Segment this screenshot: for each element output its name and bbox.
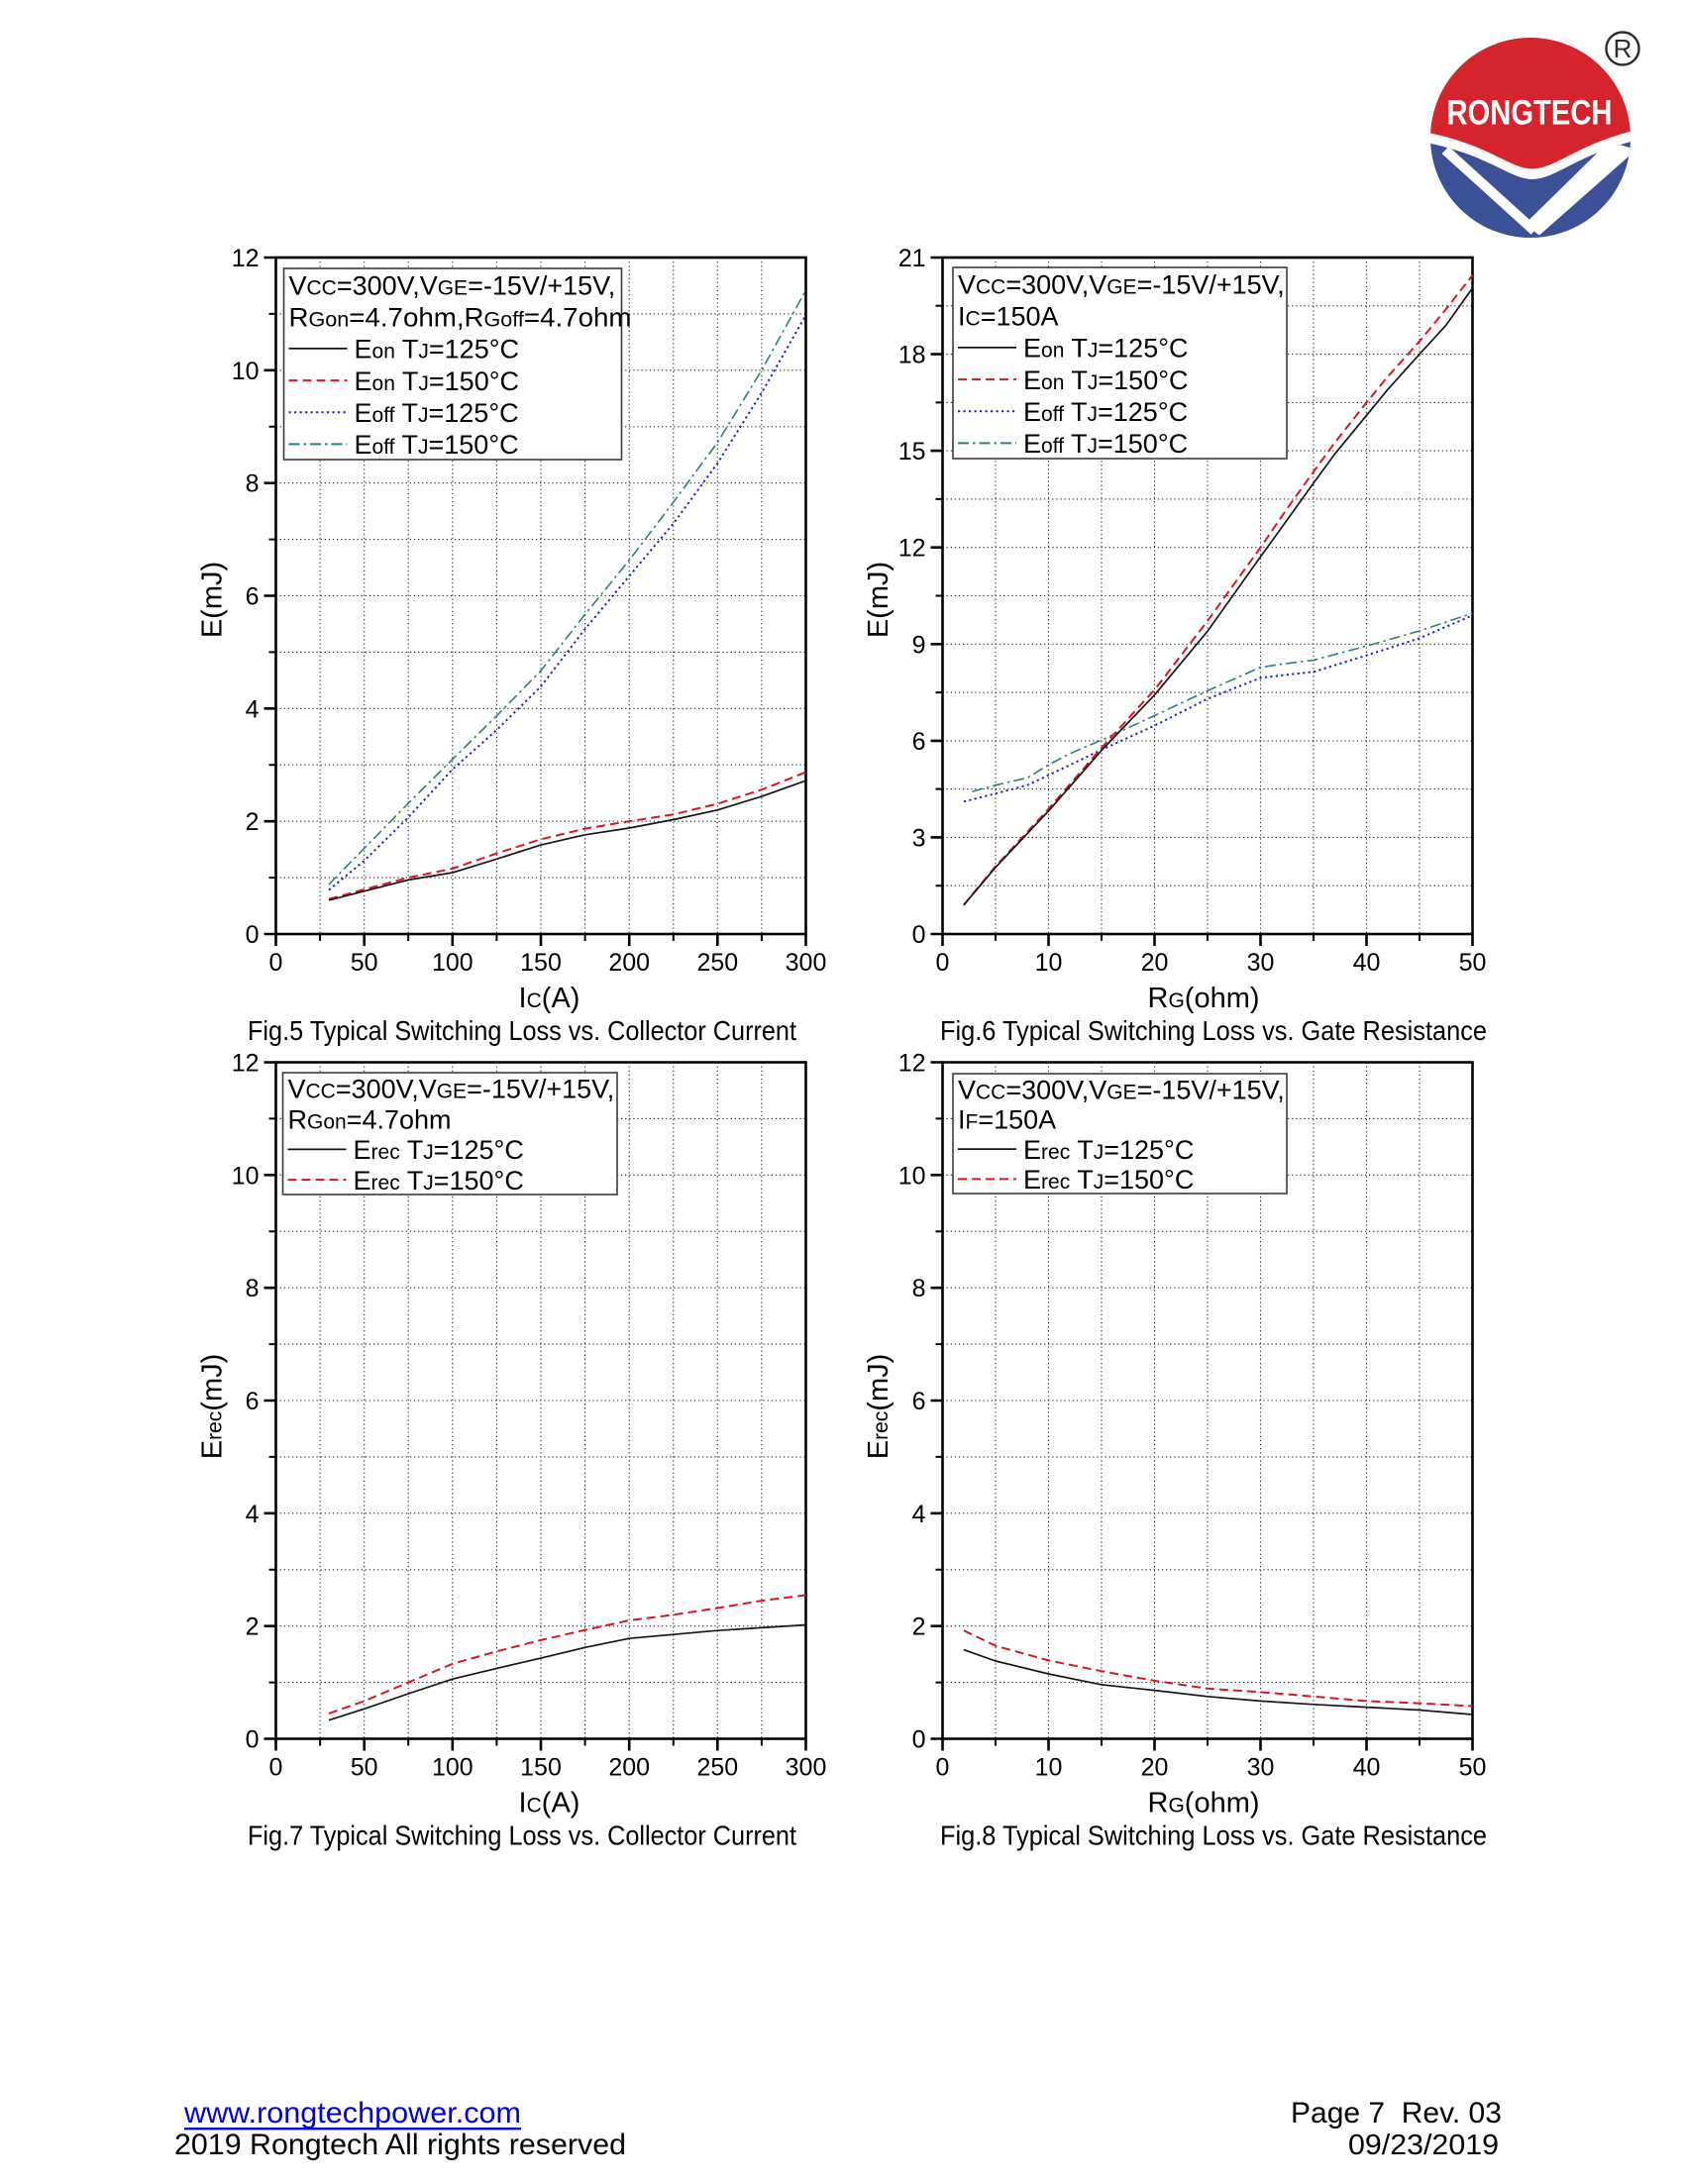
- svg-text:8: 8: [246, 1275, 260, 1302]
- svg-text:10: 10: [232, 358, 260, 385]
- svg-text:Page 7 Rev. 03: Page 7 Rev. 03: [1291, 2097, 1502, 2130]
- svg-text:Eon TJ=125°C: Eon TJ=125°C: [355, 335, 520, 364]
- svg-text:4: 4: [246, 695, 260, 723]
- svg-text:12: 12: [898, 535, 926, 563]
- svg-text:8: 8: [912, 1275, 926, 1302]
- svg-text:6: 6: [246, 583, 260, 611]
- svg-text:Fig.6 Typical Switching Loss v: Fig.6 Typical Switching Loss vs. Gate Re…: [940, 1015, 1487, 1046]
- svg-text:100: 100: [432, 949, 474, 977]
- svg-text:20: 20: [1141, 949, 1169, 977]
- svg-text:50: 50: [1459, 949, 1487, 977]
- svg-text:0: 0: [246, 1726, 260, 1754]
- svg-text:9: 9: [912, 631, 926, 659]
- svg-text:R: R: [1614, 34, 1632, 63]
- svg-text:2: 2: [246, 808, 260, 836]
- svg-text:0: 0: [936, 1754, 950, 1782]
- svg-text:10: 10: [1035, 1754, 1063, 1782]
- svg-text:2: 2: [912, 1613, 926, 1641]
- svg-text:12: 12: [898, 1050, 926, 1078]
- svg-text:250: 250: [696, 1754, 738, 1782]
- svg-text:0: 0: [246, 921, 260, 949]
- svg-text:Erec(mJ): Erec(mJ): [197, 1354, 229, 1460]
- svg-text:IC=150A: IC=150A: [958, 301, 1059, 331]
- svg-text:10: 10: [232, 1162, 260, 1190]
- svg-text:Erec(mJ): Erec(mJ): [863, 1354, 895, 1460]
- svg-text:0: 0: [269, 949, 283, 977]
- svg-text:150: 150: [520, 949, 562, 977]
- svg-text:300: 300: [786, 949, 827, 977]
- svg-text:Eoff TJ=125°C: Eoff TJ=125°C: [1023, 397, 1188, 427]
- svg-text:10: 10: [898, 1162, 926, 1190]
- svg-text:RGon=4.7ohm: RGon=4.7ohm: [288, 1104, 452, 1134]
- svg-text:E(mJ): E(mJ): [197, 562, 229, 638]
- svg-text:12: 12: [232, 245, 260, 272]
- svg-text:RG(ohm): RG(ohm): [1147, 983, 1259, 1014]
- svg-text:3: 3: [912, 824, 926, 852]
- svg-text:40: 40: [1353, 949, 1381, 977]
- svg-text:50: 50: [1459, 1754, 1487, 1782]
- svg-text:Eon TJ=125°C: Eon TJ=125°C: [1023, 334, 1189, 364]
- svg-text:21: 21: [898, 245, 926, 272]
- svg-text:0: 0: [936, 949, 950, 977]
- svg-text:100: 100: [432, 1754, 474, 1782]
- svg-text:20: 20: [1141, 1754, 1169, 1782]
- svg-text:RONGTECH: RONGTECH: [1447, 94, 1613, 133]
- svg-text:0: 0: [912, 921, 926, 949]
- svg-text:Fig.5 Typical Switching Loss v: Fig.5 Typical Switching Loss vs. Collect…: [248, 1015, 796, 1046]
- svg-text:250: 250: [696, 949, 738, 977]
- svg-text:Fig.7 Typical Switching Loss v: Fig.7 Typical Switching Loss vs. Collect…: [248, 1820, 796, 1851]
- svg-text:10: 10: [1035, 949, 1063, 977]
- svg-text:Fig.8 Typical Switching Loss v: Fig.8 Typical Switching Loss vs. Gate Re…: [940, 1820, 1487, 1851]
- svg-text:150: 150: [520, 1754, 562, 1782]
- svg-text:18: 18: [898, 342, 926, 369]
- svg-text:6: 6: [912, 728, 926, 756]
- svg-text:30: 30: [1247, 1754, 1275, 1782]
- svg-text:2019 Rongtech All rights reser: 2019 Rongtech All rights reserved: [174, 2129, 626, 2161]
- svg-text:200: 200: [608, 1754, 650, 1782]
- svg-text:300: 300: [786, 1754, 827, 1782]
- svg-text:8: 8: [246, 470, 260, 498]
- svg-text:6: 6: [912, 1388, 926, 1415]
- svg-text:4: 4: [246, 1501, 260, 1528]
- svg-text:0: 0: [269, 1754, 283, 1782]
- svg-text:6: 6: [246, 1388, 260, 1415]
- svg-text:0: 0: [912, 1726, 926, 1754]
- svg-text:2: 2: [246, 1613, 260, 1641]
- svg-text:RG(ohm): RG(ohm): [1147, 1788, 1259, 1820]
- svg-text:09/23/2019: 09/23/2019: [1348, 2130, 1499, 2161]
- svg-text:200: 200: [608, 949, 650, 977]
- svg-text:50: 50: [351, 949, 378, 977]
- svg-text:40: 40: [1353, 1754, 1381, 1782]
- svg-text:15: 15: [898, 438, 926, 466]
- svg-text:www.rongtechpower.com: www.rongtechpower.com: [183, 2097, 521, 2130]
- svg-text:E(mJ): E(mJ): [863, 562, 895, 638]
- svg-text:30: 30: [1247, 949, 1275, 977]
- svg-text:VCC=300V,VGE=-15V/+15V,: VCC=300V,VGE=-15V/+15V,: [289, 270, 616, 300]
- svg-text:12: 12: [232, 1050, 260, 1078]
- svg-text:4: 4: [912, 1501, 926, 1528]
- svg-text:50: 50: [351, 1754, 378, 1782]
